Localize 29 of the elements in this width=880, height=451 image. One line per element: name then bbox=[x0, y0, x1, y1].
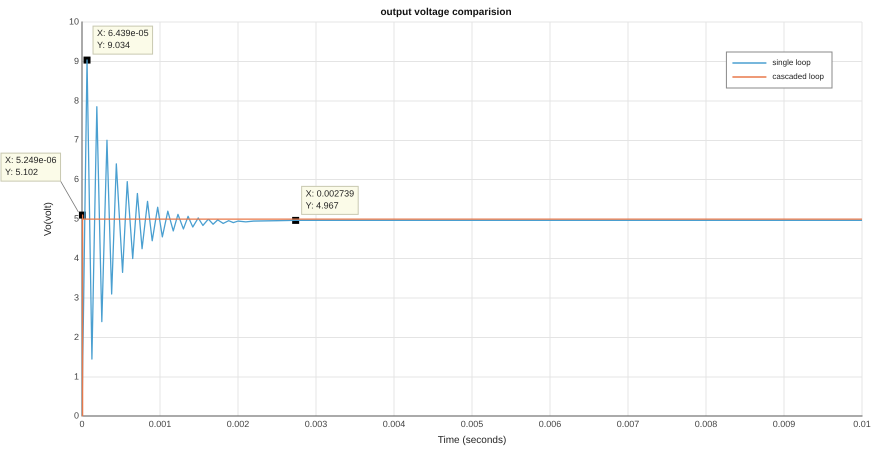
x-tick-label: 0.009 bbox=[772, 419, 796, 430]
annotation: X: 5.249e-06 Y: 5.102 bbox=[5, 155, 57, 178]
x-tick-label: 0.008 bbox=[694, 419, 718, 430]
legend-label: cascaded loop bbox=[772, 72, 825, 82]
y-tick-label: 4 bbox=[74, 253, 80, 264]
x-tick-label: 0.001 bbox=[148, 419, 172, 430]
y-tick-label: 5 bbox=[74, 214, 80, 224]
x-tick-label: 0.004 bbox=[382, 419, 406, 430]
x-tick-label: 0.01 bbox=[853, 419, 871, 430]
chart-title: output voltage comparision bbox=[380, 6, 512, 18]
y-tick-label: 3 bbox=[74, 292, 80, 302]
y-tick-label: 0 bbox=[74, 410, 80, 421]
x-tick-label: 0.003 bbox=[304, 419, 328, 430]
y-tick-label: 7 bbox=[74, 134, 80, 145]
annotation: X: 6.439e-05 Y: 9.034 bbox=[97, 28, 149, 50]
legend-label: single loop bbox=[772, 58, 812, 68]
y-tick-label: 1 bbox=[74, 371, 80, 382]
y-axis-title: Vo(volt) bbox=[42, 202, 54, 236]
x-tick-label: 0.002 bbox=[226, 419, 250, 430]
annotation: X: 0.002739 Y: 4.967 bbox=[306, 188, 354, 210]
x-axis-title: Time (seconds) bbox=[438, 434, 506, 446]
y-tick-label: 10 bbox=[68, 16, 80, 26]
y-tick-label: 2 bbox=[74, 332, 80, 342]
x-tick-label: 0.007 bbox=[616, 419, 640, 430]
x-tick-label: 0.006 bbox=[538, 419, 562, 430]
y-tick-label: 9 bbox=[74, 56, 80, 66]
y-tick-label: 6 bbox=[74, 174, 80, 184]
y-tick-label: 8 bbox=[74, 95, 80, 106]
x-tick-label: 0.005 bbox=[460, 419, 484, 430]
